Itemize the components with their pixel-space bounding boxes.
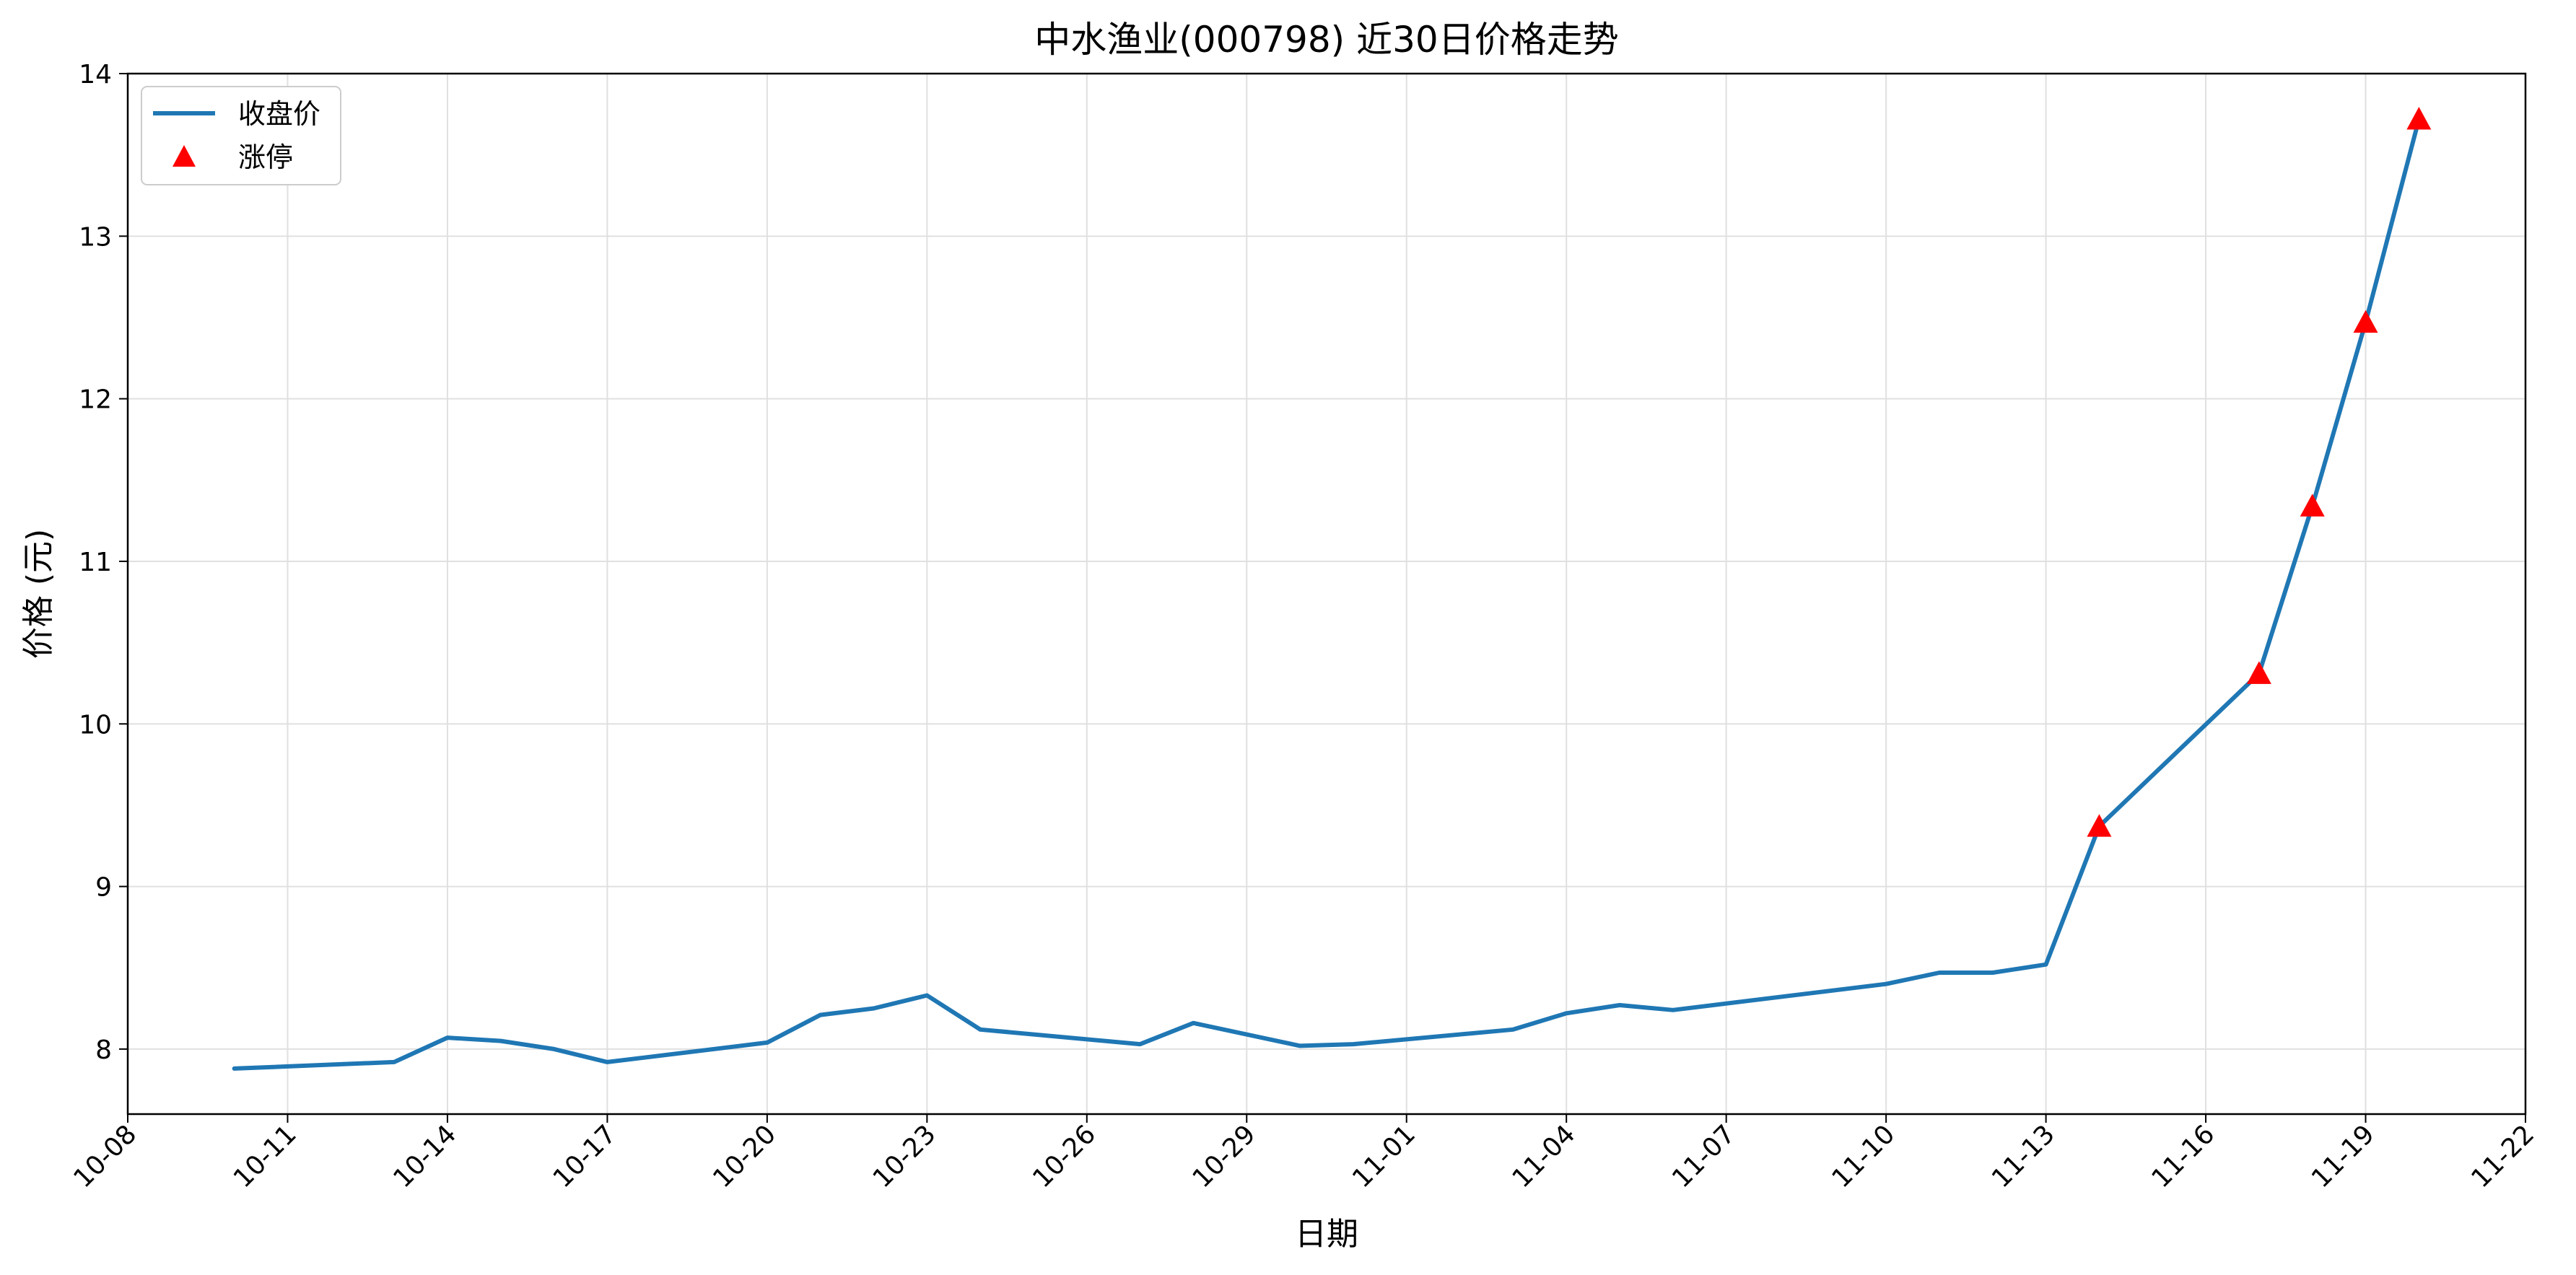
limit-up-marker [2087,814,2112,837]
y-tick-label: 10 [79,710,112,740]
y-tick-label: 8 [95,1035,112,1065]
x-axis-label: 日期 [1295,1216,1358,1253]
limit-up-marker [2246,661,2271,684]
chart-title: 中水渔业(000798) 近30日价格走势 [1034,19,1618,61]
y-tick-label: 9 [95,873,112,903]
y-axis-label: 价格 (元) [20,529,57,659]
limit-up-marker [2300,494,2325,517]
legend-label-limit-up: 涨停 [238,141,293,173]
close-price-line [232,117,2422,1071]
plot-frame [126,72,2527,1116]
legend-label-close: 收盘价 [238,98,320,130]
limit-up-marker [2406,107,2432,130]
legend: 收盘价 涨停 [141,86,341,185]
legend-triangle-swatch [173,145,196,167]
limit-up-series [2087,107,2432,837]
y-tick-label: 14 [79,60,112,89]
y-tick-label: 12 [79,385,112,415]
y-tick-label: 11 [79,548,112,577]
close-price-series [232,117,2422,1071]
y-axis: 8 9 10 11 12 13 14 [79,60,128,1065]
y-tick-label: 13 [79,222,112,252]
limit-up-marker [2353,310,2378,333]
